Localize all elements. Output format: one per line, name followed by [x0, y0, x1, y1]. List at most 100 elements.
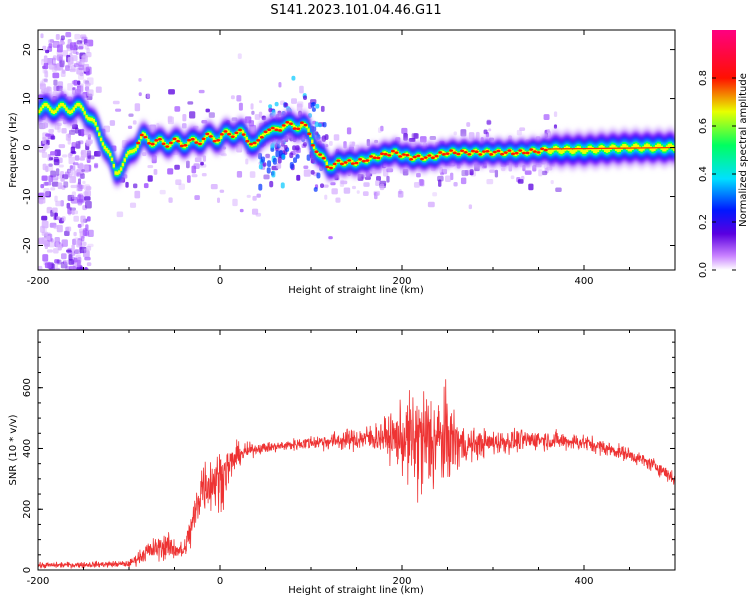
heat-noise-cell [62, 269, 66, 270]
heat-core-cell [452, 151, 457, 155]
heat-cell [59, 102, 63, 107]
heat-noise-cell [56, 54, 63, 61]
y-tick-label: 10 [22, 92, 33, 105]
heat-noise-cell [303, 165, 309, 170]
heat-cell [549, 149, 552, 154]
heat-cell [629, 147, 632, 152]
heat-noise-cell [429, 135, 437, 141]
heat-noise-cell [74, 33, 81, 40]
heat-noise-cell [58, 164, 64, 168]
heat-noise-cell [83, 79, 87, 84]
heat-core-cell [208, 135, 213, 138]
heat-core-cell [205, 132, 210, 136]
heat-noise-cell [50, 187, 56, 191]
x-tick-label: 400 [574, 276, 593, 287]
heat-bulge-cell [320, 183, 325, 189]
heat-core-cell [390, 149, 395, 153]
heat-noise-cell [519, 127, 526, 131]
heat-bulge-cell [283, 144, 288, 150]
heat-noise-cell [78, 240, 85, 248]
heat-cell [245, 136, 248, 141]
heat-bulge-cell [314, 131, 319, 136]
heat-noise-cell [328, 236, 333, 240]
heat-noise-cell [76, 183, 83, 192]
heat-bulge-cell [266, 167, 271, 174]
heat-noise-cell [178, 183, 186, 190]
heat-cell [332, 164, 336, 168]
heat-noise-cell [68, 259, 74, 265]
heat-noise-cell [56, 224, 63, 233]
heat-noise-cell [85, 201, 92, 209]
heat-cell [616, 147, 620, 153]
heat-cell [618, 147, 621, 152]
heat-noise-cell [62, 50, 69, 57]
colorbar: 0.0 0.2 0.4 0.6 0.8 Normalized spectral ampl… [698, 30, 749, 278]
heat-cell [611, 144, 614, 149]
heat-core-cell [194, 141, 199, 144]
heat-core-cell [343, 161, 348, 164]
heat-bulge-cell [293, 157, 298, 163]
heat-core-cell [456, 152, 461, 156]
heat-noise-cell [60, 41, 66, 45]
heat-core-cell [259, 135, 264, 139]
heat-cell [640, 147, 643, 152]
heat-cell [493, 152, 496, 156]
heat-noise-cell [95, 86, 102, 93]
heat-noise-cell [79, 61, 85, 67]
heat-core-cell [503, 151, 508, 154]
heat-cell [613, 144, 616, 150]
heat-bulge-cell [313, 187, 318, 192]
heat-noise-cell [418, 179, 424, 186]
heat-noise-cell [54, 262, 58, 270]
heat-core-cell [281, 124, 286, 127]
heat-noise-cell [489, 169, 496, 173]
heat-noise-cell [56, 216, 61, 220]
heat-noise-cell [263, 174, 270, 180]
heat-noise-cell [189, 111, 196, 119]
heat-cell [604, 147, 607, 152]
heat-noise-cell [356, 190, 360, 194]
heat-noise-cell [296, 174, 301, 181]
heat-cell [571, 149, 574, 155]
heat-noise-cell [39, 82, 46, 87]
heat-core-cell [485, 149, 490, 153]
heat-core-cell [288, 122, 293, 126]
heat-cell [412, 157, 416, 161]
heat-noise-cell [48, 63, 56, 70]
heat-cell [52, 110, 55, 114]
heat-bulge-cell [292, 145, 297, 151]
heat-noise-cell [77, 223, 82, 228]
heat-noise-cell [168, 89, 175, 95]
heat-cell [654, 144, 658, 150]
heat-noise-cell [335, 197, 341, 203]
heat-cell [585, 147, 589, 153]
heat-noise-cell [52, 57, 56, 66]
heat-core-cell [398, 155, 403, 158]
heat-bulge-cell [302, 141, 307, 147]
heat-noise-cell [379, 183, 385, 191]
heat-noise-cell [45, 133, 51, 137]
heat-noise-cell [219, 189, 225, 193]
heat-cell [132, 149, 136, 153]
heat-cell [50, 109, 54, 114]
y-tick-label: 20 [22, 43, 33, 56]
heat-noise-cell [69, 175, 76, 184]
heat-noise-cell [323, 184, 329, 188]
heat-noise-cell [66, 249, 72, 253]
heat-cell [633, 143, 636, 149]
heat-noise-cell [86, 262, 92, 267]
heat-core-cell [405, 153, 410, 157]
heat-noise-cell [232, 198, 238, 207]
heat-noise-cell [65, 265, 70, 270]
heat-core-cell [318, 153, 323, 156]
heat-core-cell [511, 152, 516, 156]
heat-bulge-cell [322, 121, 327, 128]
heat-noise-cell [133, 183, 138, 189]
heat-noise-cell [138, 77, 142, 82]
heat-cell [369, 156, 372, 160]
heat-cell [201, 139, 205, 144]
heat-noise-cell [538, 169, 543, 177]
heat-noise-cell [198, 89, 205, 94]
heat-cell [489, 151, 492, 155]
heat-noise-cell [46, 58, 53, 65]
